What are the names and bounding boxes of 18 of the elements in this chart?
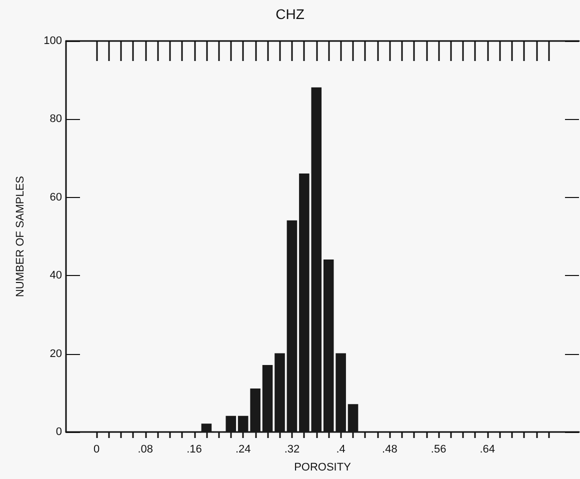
x-tick-label: .16 [186, 444, 202, 456]
y-axis-title: NUMBER OF SAMPLES [14, 176, 26, 298]
x-tick-label: .64 [480, 444, 496, 456]
x-axis-title: POROSITY [294, 462, 352, 474]
x-tick-label: .56 [430, 444, 446, 456]
y-tick-label: 40 [50, 270, 62, 282]
y-tick-label: 80 [50, 113, 62, 126]
y-tick-label: 60 [50, 191, 62, 204]
x-tick-label: .32 [284, 444, 300, 456]
x-tick-label: 0 [93, 444, 100, 456]
y-tick-label: 100 [44, 35, 62, 47]
y-tick-label: 0 [56, 426, 62, 438]
x-tick-label: .48 [382, 444, 398, 456]
x-tick-label: .08 [138, 444, 154, 456]
x-tick-label: .4 [336, 444, 346, 456]
chart-title: CHZ [276, 6, 305, 22]
x-tick-label: .24 [235, 444, 251, 456]
y-tick-label: 20 [50, 348, 62, 360]
